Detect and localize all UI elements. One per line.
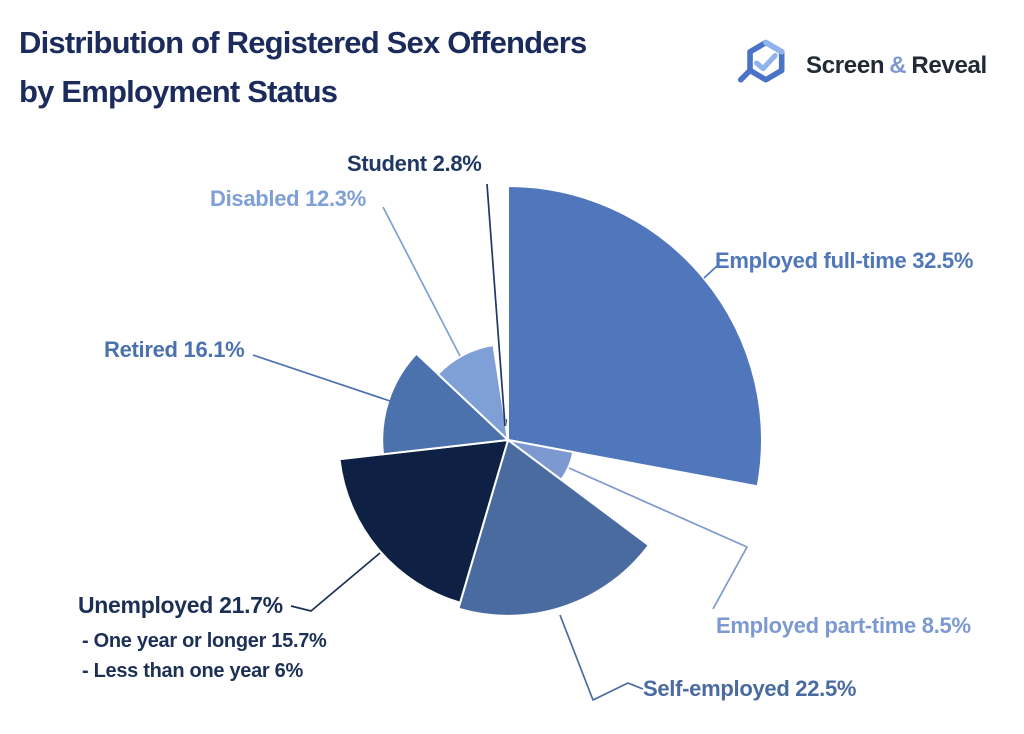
- leader-line-employed-part-time: [568, 467, 748, 610]
- logo-word-screen: Screen: [806, 52, 885, 79]
- pie-slice-disabled: [437, 344, 509, 441]
- logo-ampersand: &: [889, 52, 907, 79]
- page-title-line2: by Employment Status: [19, 74, 338, 109]
- leader-line-retired: [252, 354, 391, 402]
- pie-slice-self-employed: [457, 439, 650, 617]
- brand-logo-text: Screen & Reveal: [806, 52, 987, 80]
- leader-line-student: [486, 183, 506, 427]
- leader-line-self-employed: [559, 614, 644, 701]
- logo-word-reveal: Reveal: [911, 52, 987, 79]
- leader-line-disabled: [382, 206, 461, 357]
- leader-line-unemployed: [290, 552, 381, 612]
- page-title: Distribution of Registered Sex Offenders…: [19, 18, 587, 116]
- leader-line-employed-full-time: [703, 265, 718, 279]
- brand-logo: Screen & Reveal: [736, 36, 987, 90]
- pie-slice-employed-full-time: [507, 185, 763, 488]
- page-title-line1: Distribution of Registered Sex Offenders: [19, 25, 587, 60]
- magnifier-hexagon-icon: [737, 39, 785, 83]
- pie-slice-unemployed: [338, 439, 509, 604]
